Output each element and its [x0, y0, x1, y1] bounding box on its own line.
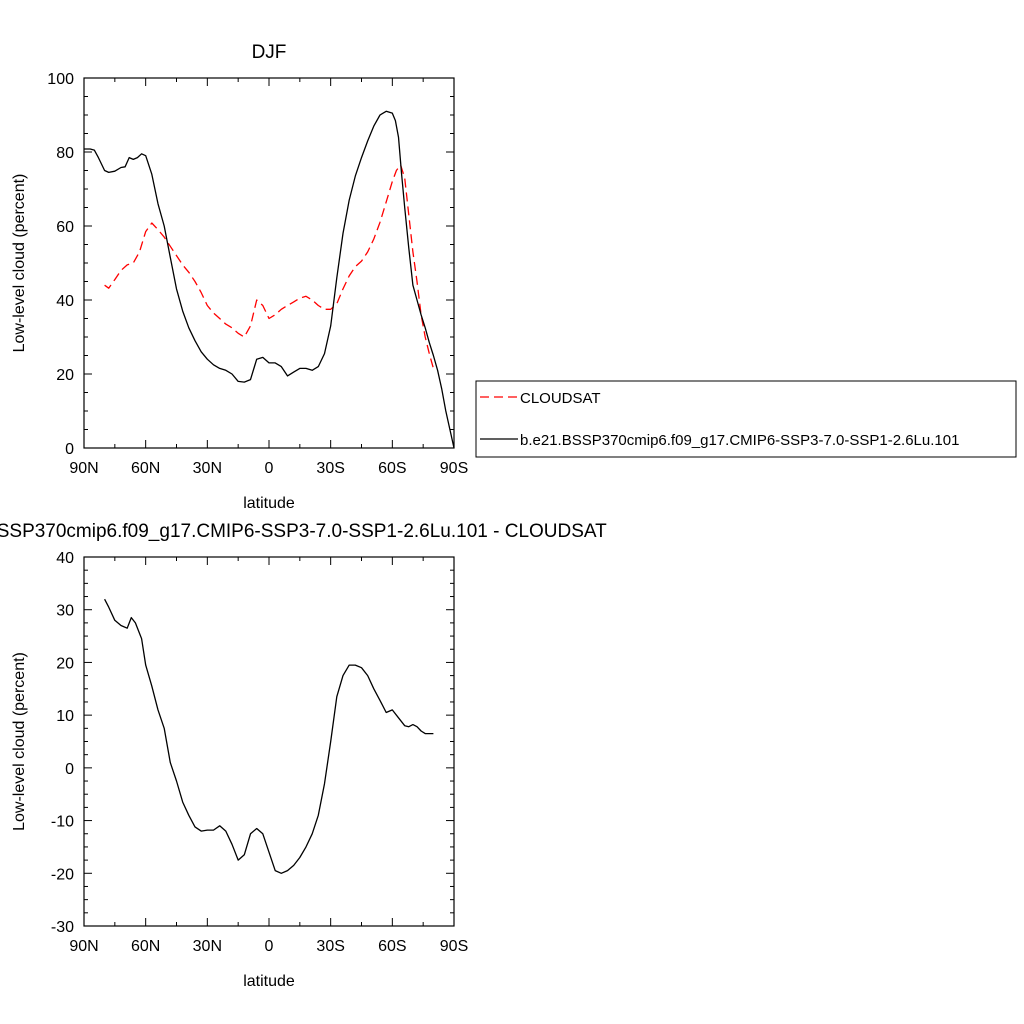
x-tick-label: 0	[265, 460, 274, 477]
plot-frame	[83, 556, 455, 927]
y-tick-label: 20	[56, 655, 74, 672]
x-tick-label: 30N	[193, 460, 222, 477]
y-tick-label: 10	[56, 708, 74, 725]
legend: CLOUDSAT b.e21.BSSP370cmip6.f09_g17.CMIP6…	[475, 380, 1017, 458]
legend-label-2: b.e21.BSSP370cmip6.f09_g17.CMIP6-SSP3-7.…	[520, 432, 959, 449]
x-tick-label: 30S	[316, 460, 344, 477]
y-tick-label: 0	[65, 441, 74, 458]
y-tick-label: 0	[65, 761, 74, 778]
x-tick-label: 30N	[193, 938, 222, 955]
series-line-2	[84, 110, 455, 449]
x-axis-label: latitude	[243, 495, 295, 512]
chart-title: b.e21.BSSP370cmip6.f09_g17.CMIP6-SSP3-7.…	[0, 521, 607, 542]
x-tick-label: 90N	[69, 938, 98, 955]
y-tick-label: 60	[56, 219, 74, 236]
x-tick-label: 60S	[378, 460, 406, 477]
series-line-1	[104, 164, 435, 369]
x-tick-label: 60N	[131, 460, 160, 477]
x-axis-label: latitude	[243, 973, 295, 990]
chart-panel-1: DJF 90N 60N 30N 0 30S 60S 90S 0 20 40 60 80 100 latitu…	[11, 42, 1017, 512]
x-tick-label: 60S	[378, 938, 406, 955]
x-tick-label: 90S	[440, 938, 468, 955]
y-tick-label: 30	[56, 603, 74, 620]
x-tick-label: 90S	[440, 460, 468, 477]
legend-label-1: CLOUDSAT	[520, 390, 601, 407]
y-tick-label: -10	[51, 814, 74, 831]
y-axis-label: Low-level cloud (percent)	[11, 174, 28, 353]
legend-box	[475, 380, 1017, 458]
x-tick-label: 90N	[69, 460, 98, 477]
y-tick-label: 40	[56, 550, 74, 567]
y-tick-label: -20	[51, 866, 74, 883]
y-tick-label: 40	[56, 293, 74, 310]
x-tick-label: 60N	[131, 938, 160, 955]
plot-frame	[83, 77, 455, 449]
y-tick-label: 20	[56, 367, 74, 384]
y-tick-label: 100	[47, 71, 74, 88]
chart-title: DJF	[252, 42, 287, 63]
series-line-1	[104, 598, 434, 874]
y-axis-label: Low-level cloud (percent)	[11, 652, 28, 831]
y-tick-label: -30	[51, 919, 74, 936]
chart-panel-2: b.e21.BSSP370cmip6.f09_g17.CMIP6-SSP3-7.…	[0, 521, 607, 990]
x-tick-label: 0	[265, 938, 274, 955]
x-tick-label: 30S	[316, 938, 344, 955]
y-tick-label: 80	[56, 145, 74, 162]
